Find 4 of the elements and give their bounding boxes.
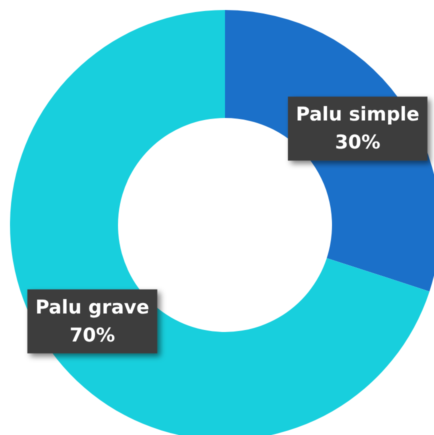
slice-label: Palu simple: [296, 104, 420, 126]
slice-label: Palu grave: [35, 296, 150, 318]
data-label: 70%: [70, 324, 116, 346]
data-label: 30%: [334, 132, 380, 154]
